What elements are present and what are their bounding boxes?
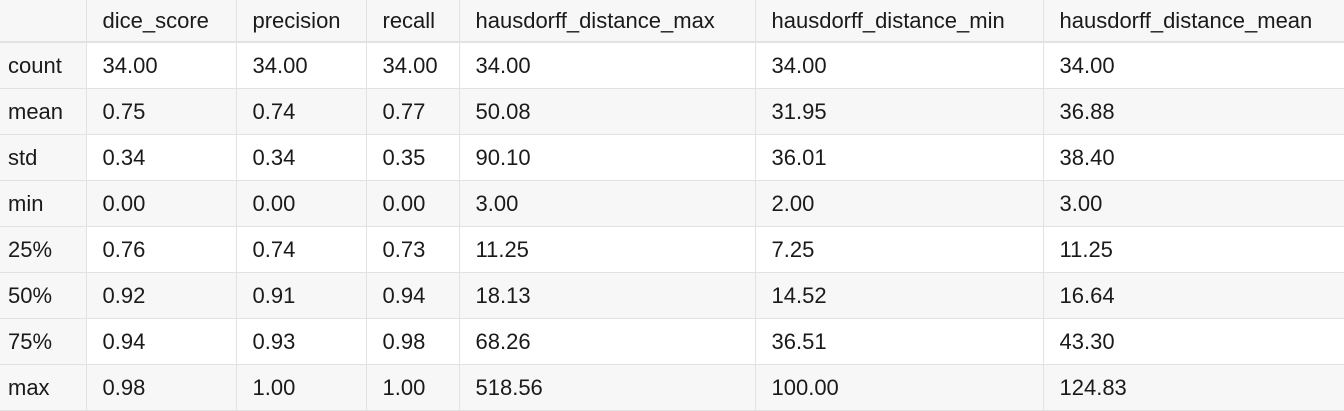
table-cell: 0.98 bbox=[366, 318, 460, 365]
row-label: 25% bbox=[0, 226, 87, 273]
table-cell: 31.95 bbox=[755, 88, 1044, 135]
table-cell: 0.75 bbox=[86, 88, 237, 135]
table-cell: 0.35 bbox=[366, 134, 460, 181]
table-cell: 0.00 bbox=[86, 180, 237, 227]
row-label: 75% bbox=[0, 318, 87, 365]
column-header-dice-score: dice_score bbox=[86, 0, 237, 43]
table-cell: 0.94 bbox=[366, 272, 460, 319]
table-cell: 11.25 bbox=[1043, 226, 1344, 273]
table-cell: 0.74 bbox=[236, 88, 367, 135]
table-cell: 36.88 bbox=[1043, 88, 1344, 135]
row-label: min bbox=[0, 180, 87, 227]
table-cell: 34.00 bbox=[755, 42, 1044, 89]
column-header-precision: precision bbox=[236, 0, 367, 43]
table-cell: 34.00 bbox=[1043, 42, 1344, 89]
row-label: 50% bbox=[0, 272, 87, 319]
table-cell: 11.25 bbox=[459, 226, 756, 273]
row-label: mean bbox=[0, 88, 87, 135]
table-row: min 0.00 0.00 0.00 3.00 2.00 3.00 bbox=[0, 180, 1344, 227]
table-cell: 16.64 bbox=[1043, 272, 1344, 319]
table-row: 75% 0.94 0.93 0.98 68.26 36.51 43.30 bbox=[0, 318, 1344, 365]
table-cell: 18.13 bbox=[459, 272, 756, 319]
table-row: std 0.34 0.34 0.35 90.10 36.01 38.40 bbox=[0, 134, 1344, 181]
table-cell: 0.76 bbox=[86, 226, 237, 273]
table-cell: 38.40 bbox=[1043, 134, 1344, 181]
table-cell: 100.00 bbox=[755, 364, 1044, 411]
table-row: 50% 0.92 0.91 0.94 18.13 14.52 16.64 bbox=[0, 272, 1344, 319]
table-cell: 0.77 bbox=[366, 88, 460, 135]
table-cell: 0.34 bbox=[236, 134, 367, 181]
table-cell: 34.00 bbox=[459, 42, 756, 89]
table-cell: 3.00 bbox=[1043, 180, 1344, 227]
table-cell: 0.00 bbox=[366, 180, 460, 227]
corner-header bbox=[0, 0, 87, 43]
table-row: max 0.98 1.00 1.00 518.56 100.00 124.83 bbox=[0, 364, 1344, 411]
table-cell: 0.98 bbox=[86, 364, 237, 411]
table-row: mean 0.75 0.74 0.77 50.08 31.95 36.88 bbox=[0, 88, 1344, 135]
table-cell: 124.83 bbox=[1043, 364, 1344, 411]
table-cell: 43.30 bbox=[1043, 318, 1344, 365]
table-row: count 34.00 34.00 34.00 34.00 34.00 34.0… bbox=[0, 42, 1344, 89]
table-cell: 2.00 bbox=[755, 180, 1044, 227]
table-cell: 0.93 bbox=[236, 318, 367, 365]
column-header-recall: recall bbox=[366, 0, 460, 43]
header-row: dice_score precision recall hausdorff_di… bbox=[0, 0, 1344, 43]
table-cell: 0.92 bbox=[86, 272, 237, 319]
table-cell: 34.00 bbox=[236, 42, 367, 89]
table-cell: 0.94 bbox=[86, 318, 237, 365]
table-cell: 0.73 bbox=[366, 226, 460, 273]
table-cell: 68.26 bbox=[459, 318, 756, 365]
table-cell: 1.00 bbox=[366, 364, 460, 411]
table-cell: 34.00 bbox=[86, 42, 237, 89]
table-cell: 36.01 bbox=[755, 134, 1044, 181]
table-cell: 34.00 bbox=[366, 42, 460, 89]
row-label: count bbox=[0, 42, 87, 89]
table-cell: 1.00 bbox=[236, 364, 367, 411]
table-cell: 36.51 bbox=[755, 318, 1044, 365]
table-cell: 50.08 bbox=[459, 88, 756, 135]
table-cell: 3.00 bbox=[459, 180, 756, 227]
column-header-hausdorff-distance-mean: hausdorff_distance_mean bbox=[1043, 0, 1344, 43]
table-cell: 0.91 bbox=[236, 272, 367, 319]
table-cell: 14.52 bbox=[755, 272, 1044, 319]
table-cell: 0.74 bbox=[236, 226, 367, 273]
table-cell: 0.00 bbox=[236, 180, 367, 227]
table-row: 25% 0.76 0.74 0.73 11.25 7.25 11.25 bbox=[0, 226, 1344, 273]
row-label: max bbox=[0, 364, 87, 411]
table-cell: 0.34 bbox=[86, 134, 237, 181]
column-header-hausdorff-distance-min: hausdorff_distance_min bbox=[755, 0, 1044, 43]
column-header-hausdorff-distance-max: hausdorff_distance_max bbox=[459, 0, 756, 43]
table-cell: 7.25 bbox=[755, 226, 1044, 273]
row-label: std bbox=[0, 134, 87, 181]
table-cell: 90.10 bbox=[459, 134, 756, 181]
table-cell: 518.56 bbox=[459, 364, 756, 411]
